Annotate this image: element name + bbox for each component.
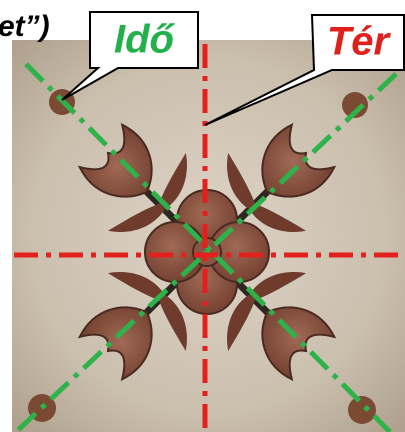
tile-photo: [12, 40, 405, 432]
symmetry-axes: [14, 44, 402, 432]
callout-space: [204, 14, 405, 126]
label-time: Idő: [114, 18, 176, 62]
header-fragment: et”): [0, 10, 50, 43]
label-space: Tér: [327, 20, 392, 64]
callout-time: [61, 11, 199, 101]
